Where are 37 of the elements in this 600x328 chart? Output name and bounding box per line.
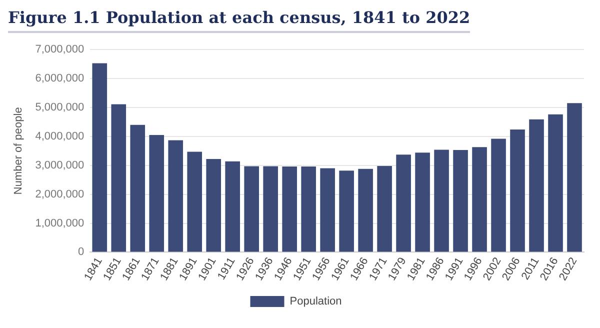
bar: [434, 150, 449, 252]
y-tick-label: 6,000,000: [35, 72, 84, 85]
bar: [415, 152, 430, 252]
bar: [168, 140, 184, 252]
y-tick-label: 7,000,000: [35, 44, 84, 56]
bar: [92, 63, 108, 252]
bar: [320, 168, 335, 252]
bar: [244, 166, 259, 252]
bar: [263, 166, 278, 252]
y-axis-title: Number of people: [12, 107, 25, 195]
bar: [396, 154, 411, 252]
bar: [358, 168, 373, 252]
chart-title: Figure 1.1 Population at each census, 1841 to 2022: [8, 8, 470, 33]
bar: [548, 114, 563, 252]
bar: [149, 134, 164, 252]
y-tick-label: 1,000,000: [35, 217, 84, 230]
bar: [377, 166, 392, 252]
bar: [206, 159, 222, 252]
bar: [529, 119, 544, 252]
bar: [472, 147, 487, 252]
bar: [187, 152, 202, 252]
y-tick-label: 5,000,000: [35, 102, 84, 114]
bar: [111, 104, 126, 252]
bar: [130, 124, 146, 252]
y-tick-label: 0: [78, 246, 84, 258]
bar: [282, 166, 297, 252]
bar: [453, 150, 468, 252]
bar: [567, 103, 582, 252]
bar: [510, 129, 525, 252]
bar: [339, 170, 354, 252]
y-tick-label: 4,000,000: [35, 130, 84, 142]
bar: [301, 166, 316, 252]
y-tick-label: 2,000,000: [35, 188, 84, 200]
y-tick-label: 3,000,000: [35, 159, 84, 172]
bar: [491, 138, 506, 252]
legend-label: Population: [290, 296, 342, 308]
bar: [225, 161, 240, 252]
